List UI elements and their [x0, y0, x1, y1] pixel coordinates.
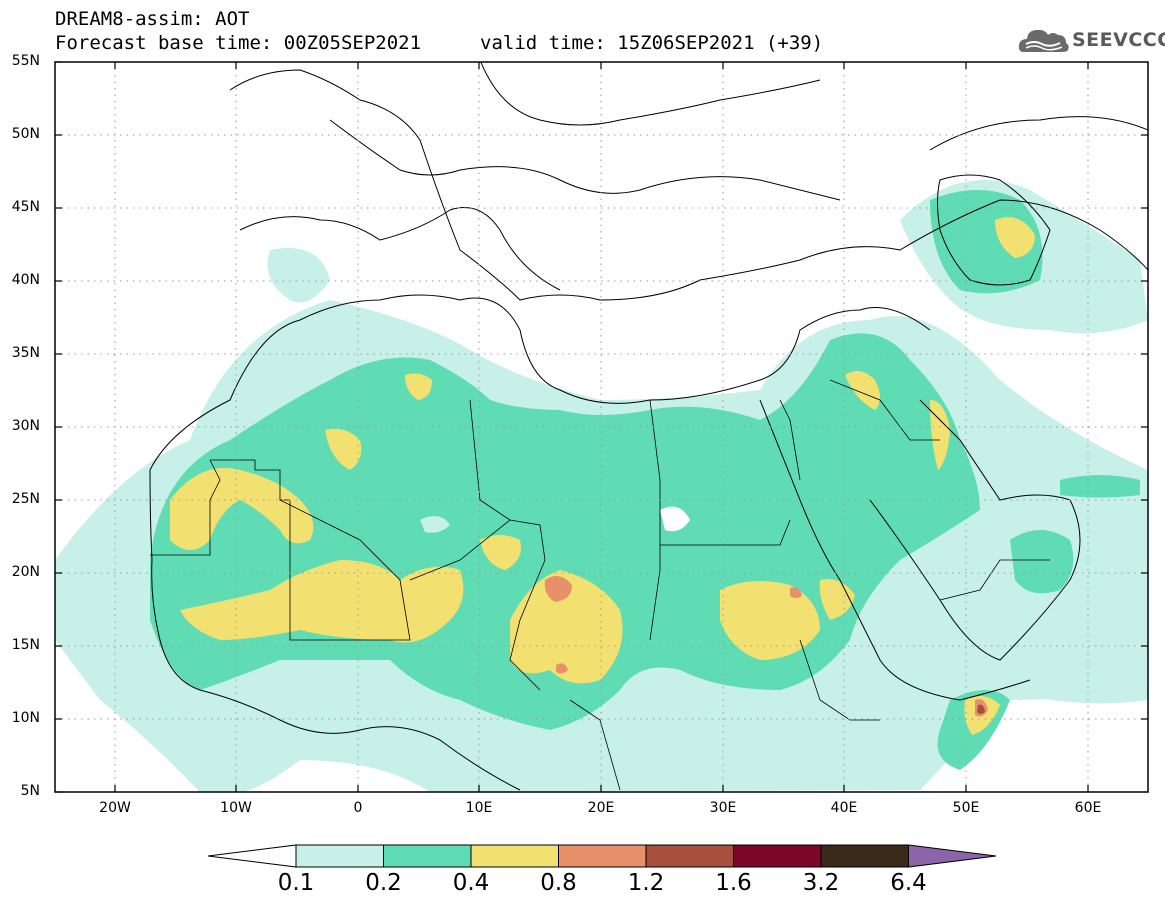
lat-label: 55N [11, 53, 40, 69]
aot-contour-0.4 [325, 428, 362, 470]
aot-contour-0.4 [845, 371, 880, 410]
aot-contour-0.4 [819, 579, 855, 620]
colorbar-segment [295, 844, 384, 868]
colorbar-low-arrow [207, 844, 297, 868]
colorbar-level-label: 0.4 [452, 870, 490, 896]
aot-contour-0.1 [1000, 600, 1148, 704]
aot-contour-0.2 [930, 190, 1043, 294]
aot-contour-0.4 [170, 468, 314, 550]
valid-time-text: valid time: 15Z06SEP2021 (+39) [480, 32, 824, 54]
aot-contour-0.1 [267, 248, 330, 303]
colorbar-high-arrow [908, 844, 997, 868]
aot-contour-0.4 [930, 400, 950, 470]
logo-text: SEEVCCC [1072, 29, 1165, 51]
aot-contour-0.4 [405, 373, 432, 400]
colorbar-level-label: 3.2 [802, 870, 840, 896]
cloud-logo-icon [1018, 29, 1069, 52]
lon-label: 20E [587, 800, 615, 816]
colorbar-segment [733, 844, 822, 868]
colorbar-level-label: 0.2 [365, 870, 402, 896]
lat-label: 40N [11, 272, 40, 288]
coastlines [149, 62, 1148, 791]
lon-label: 50E [952, 800, 980, 816]
colorbar-level-label: 1.2 [627, 870, 665, 896]
lon-label: 20W [99, 800, 131, 816]
lon-label: 30E [709, 800, 737, 816]
aot-contour-1.2 [977, 704, 985, 714]
aot-contour-0.4 [480, 535, 521, 570]
lat-label: 25N [11, 491, 40, 507]
lon-label: 0 [353, 800, 363, 816]
colorbar-segment [383, 844, 472, 868]
colorbar-level-label: 0.1 [277, 870, 315, 896]
aot-contour-0.8 [556, 663, 568, 674]
lat-label: 15N [11, 637, 40, 653]
colorbar [207, 844, 997, 868]
seevccc-logo: SEEVCCC [1016, 22, 1165, 58]
forecast-base-time: Forecast base time: 00Z05SEP2021 valid ti… [55, 32, 823, 54]
lat-label: 20N [11, 564, 40, 580]
lat-label: 35N [11, 345, 40, 361]
colorbar-segment [820, 844, 909, 868]
aot-hole [420, 516, 450, 533]
axis-ticks [55, 61, 1148, 793]
lat-label: 5N [20, 783, 40, 799]
lon-label: 10W [220, 800, 252, 816]
lat-label: 30N [11, 418, 40, 434]
aot-contour-0.2 [1060, 475, 1140, 498]
colorbar-level-label: 1.6 [715, 870, 752, 896]
aot-contour-0.4 [510, 570, 623, 684]
aot-contour-0.4 [180, 560, 464, 643]
base-time-text: Forecast base time: 00Z05SEP2021 [55, 32, 422, 54]
aot-contour-0.8 [544, 576, 572, 602]
graticule [55, 62, 1148, 792]
colorbar-level-label: 6.4 [890, 870, 927, 896]
lat-label: 10N [11, 710, 40, 726]
colorbar-segment [470, 844, 559, 868]
aot-contour-0.2 [1010, 530, 1074, 594]
map-title: DREAM8-assim: AOT [55, 8, 250, 30]
lon-label: 10E [465, 800, 493, 816]
borders [150, 379, 1050, 791]
aot-contour-0.4 [995, 217, 1035, 258]
lon-label: 40E [830, 800, 858, 816]
colorbar-labels: 0.1 0.2 0.4 0.8 1.2 1.6 3.2 6.4 [0, 870, 1165, 900]
colorbar-segment [645, 844, 734, 868]
colorbar-segment [558, 844, 647, 868]
aot-contour-0.4 [720, 581, 820, 660]
colorbar-level-label: 0.8 [540, 870, 577, 896]
aot-contour-0.8 [790, 587, 802, 598]
lat-label: 45N [11, 199, 40, 215]
aot-hole [660, 506, 690, 532]
lon-label: 60E [1074, 800, 1102, 816]
lat-label: 50N [11, 126, 40, 142]
